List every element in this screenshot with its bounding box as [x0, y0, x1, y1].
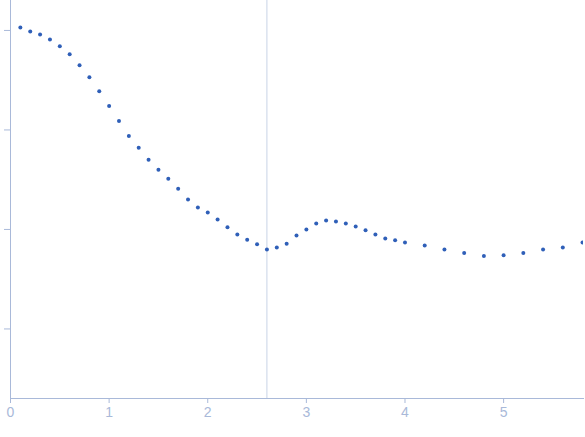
svg-text:2: 2 [204, 404, 212, 420]
svg-text:5: 5 [500, 404, 508, 420]
svg-text:3: 3 [302, 404, 310, 420]
svg-text:1: 1 [105, 404, 113, 420]
svg-text:4: 4 [401, 404, 409, 420]
svg-text:0: 0 [7, 404, 15, 420]
